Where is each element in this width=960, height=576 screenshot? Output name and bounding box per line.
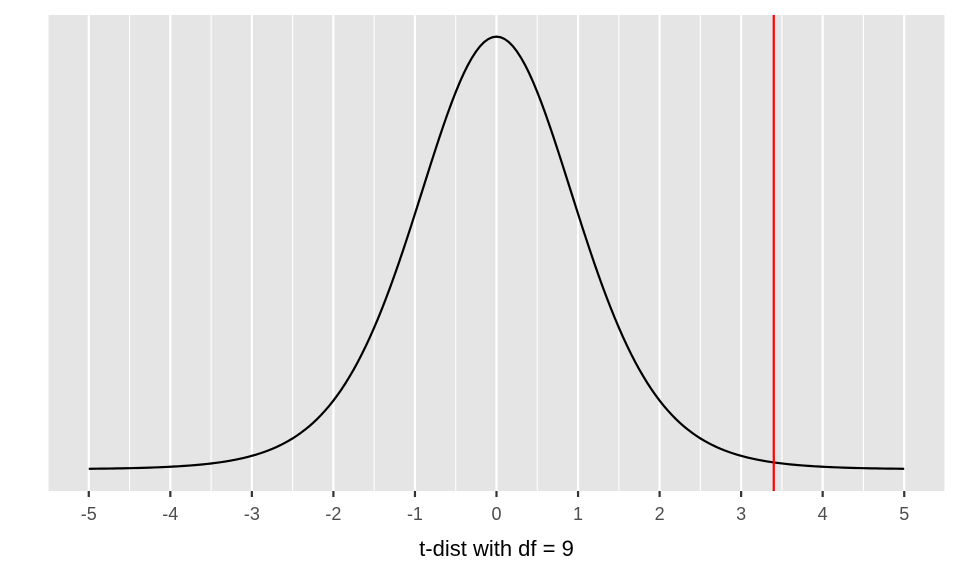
x-axis-label: t-dist with df = 9 [419,536,574,561]
x-tick-label: -1 [407,504,423,524]
x-tick-label: -5 [81,504,97,524]
x-tick-label: 5 [899,504,909,524]
x-tick-label: -2 [325,504,341,524]
x-axis: -5 -4 -3 -2 -1 0 1 2 3 4 5 [81,491,909,524]
x-tick-label: -3 [244,504,260,524]
x-tick-label: -4 [162,504,178,524]
x-tick-label: 0 [491,504,501,524]
gridlines [47,15,946,491]
x-tick-label: 4 [818,504,828,524]
density-curve [88,35,905,470]
x-tick-label: 1 [573,504,583,524]
x-tick-label: 2 [655,504,665,524]
x-tick-label: 3 [736,504,746,524]
